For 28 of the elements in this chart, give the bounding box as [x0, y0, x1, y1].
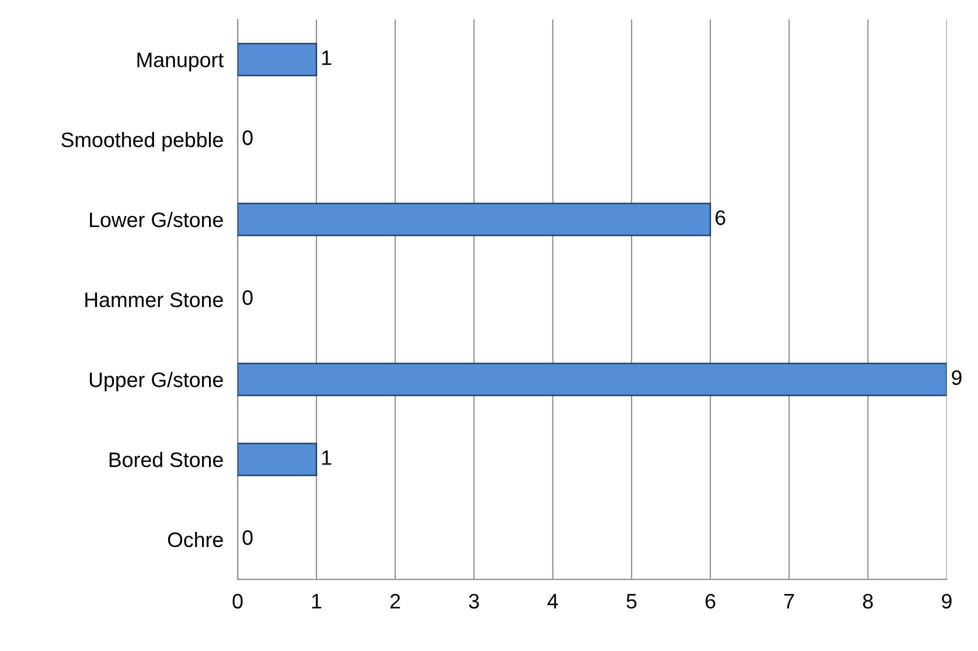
data-label: 0: [242, 130, 253, 146]
x-tick-label: 3: [469, 594, 479, 609]
y-tick-label: Upper G/stone: [90, 372, 223, 392]
x-tick-label: 4: [547, 594, 558, 608]
data-label: 1: [322, 450, 332, 465]
bar: [238, 202, 712, 236]
x-tick-label: 5: [626, 594, 636, 609]
data-label: 1: [322, 50, 332, 65]
x-tick-label: 6: [706, 594, 716, 609]
data-label: 0: [242, 290, 253, 306]
x-tick-label: 8: [863, 594, 873, 609]
x-tick-label: 1: [312, 594, 322, 608]
data-label: 6: [716, 210, 726, 226]
x-tick-label: 0: [232, 594, 243, 609]
bar: [238, 42, 318, 76]
data-label: 0: [242, 530, 253, 545]
x-tick-label: 9: [942, 594, 952, 609]
bar: [238, 442, 318, 476]
y-tick-label: Smoothed pebble: [61, 132, 223, 152]
data-label: 9: [952, 370, 962, 386]
x-tick-label: 7: [784, 594, 794, 608]
y-tick-label: Lower G/stone: [90, 212, 223, 228]
y-tick-label: Ochre: [168, 532, 223, 548]
y-tick-label: Bored Stone: [110, 452, 223, 468]
bar: [238, 362, 947, 396]
y-tick-label: Hammer Stone: [85, 292, 223, 308]
y-tick-label: Manuport: [137, 52, 224, 72]
x-tick-label: 2: [390, 594, 400, 608]
